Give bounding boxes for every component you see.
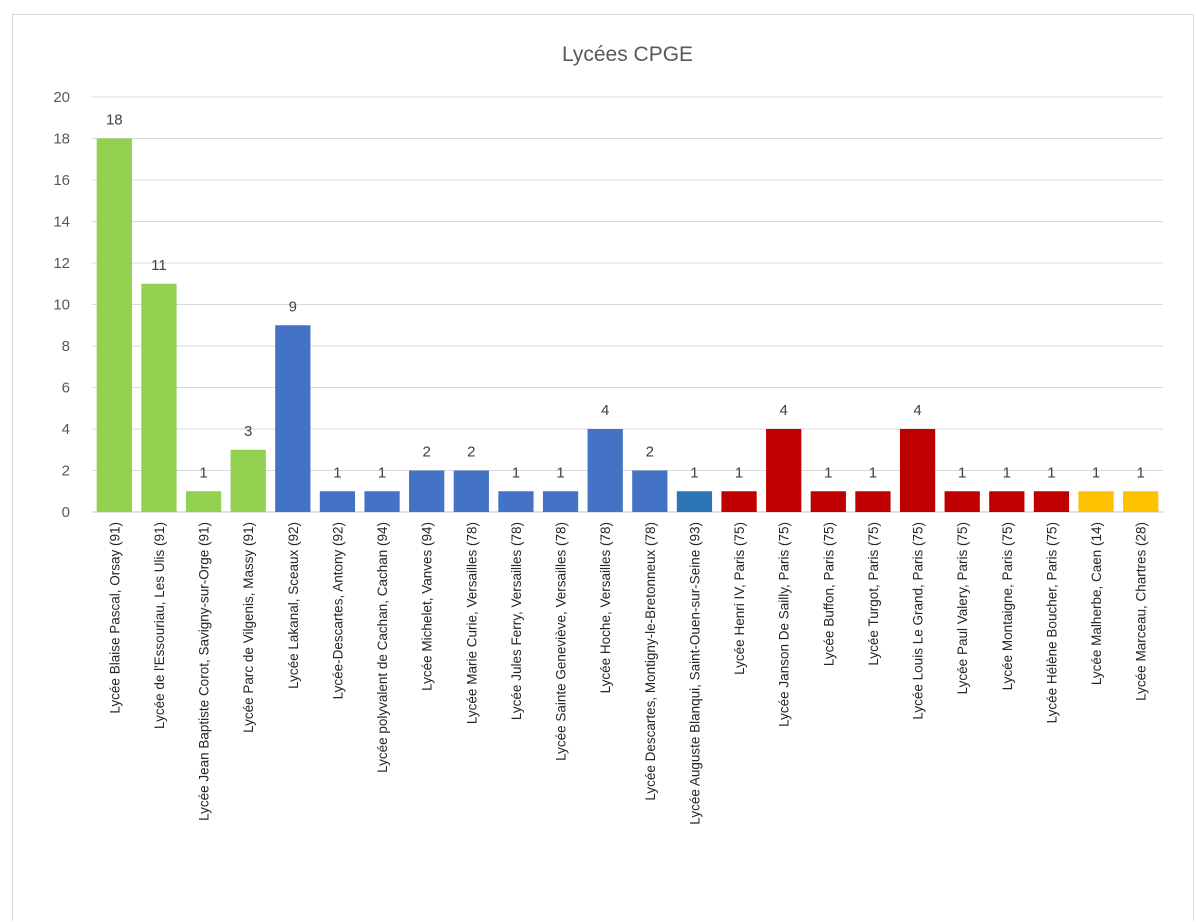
data-label: 1 [1003, 464, 1011, 481]
data-label: 1 [512, 464, 520, 481]
x-category-label: Lycée Lakanal, Sceaux (92) [286, 522, 301, 689]
y-tick-label: 0 [62, 504, 70, 521]
data-label: 4 [780, 402, 788, 419]
x-category-label: Lycée Montaigne, Paris (75) [1000, 522, 1015, 690]
bars [96, 138, 1159, 512]
chart-title: Lycées CPGE [562, 43, 693, 66]
data-label: 1 [556, 464, 564, 481]
data-label: 18 [106, 112, 123, 129]
x-category-label: Lycée Janson De Sailly, Paris (75) [777, 522, 792, 727]
data-label: 1 [378, 464, 386, 481]
data-label: 1 [1092, 464, 1100, 481]
x-category-label: Lycée Buffon, Paris (75) [821, 522, 836, 666]
bar [899, 429, 936, 512]
y-axis-tick-labels: 0 2 4 6 8 10 12 14 16 18 20 [53, 89, 70, 521]
bar [676, 491, 713, 512]
data-label: 11 [151, 257, 167, 274]
x-category-label: Lycée Turgot, Paris (75) [866, 522, 881, 666]
bar [632, 470, 668, 512]
x-category-label: Lycée Hoche, Versailles (78) [598, 522, 613, 693]
x-category-label: Lycée-Descartes, Antony (92) [330, 522, 345, 699]
x-category-label: Lycée Hélène Boucher, Paris (75) [1044, 522, 1059, 723]
data-label: 1 [199, 464, 207, 481]
data-label: 1 [735, 464, 743, 481]
bar [721, 491, 757, 512]
x-category-label: Lycée polyvalent de Cachan, Cachan (94) [375, 522, 390, 773]
bar [185, 491, 222, 512]
data-label: 2 [467, 444, 475, 461]
bar [364, 491, 400, 512]
bar [230, 449, 266, 512]
bar [1033, 491, 1070, 512]
data-label: 1 [958, 464, 966, 481]
bar [453, 470, 489, 512]
data-label: 2 [646, 444, 654, 461]
x-category-label: Lycée Henri IV, Paris (75) [732, 522, 747, 675]
data-label: 4 [601, 402, 609, 419]
data-label: 4 [913, 402, 921, 419]
y-tick-label: 10 [53, 297, 70, 314]
y-tick-label: 4 [62, 421, 70, 438]
data-label: 9 [289, 298, 297, 315]
data-label: 3 [244, 423, 252, 440]
bar [498, 491, 534, 512]
x-category-label: Lycée de l'Essouriau, Les Ulis (91) [152, 522, 167, 729]
bar [409, 470, 445, 512]
y-tick-label: 20 [53, 89, 70, 106]
x-axis-category-labels: Lycée Blaise Pascal, Orsay (91) Lycée de … [107, 522, 1148, 825]
data-label: 2 [423, 444, 431, 461]
bar [855, 491, 891, 512]
data-label: 1 [333, 464, 341, 481]
x-category-label: Lycée Jean Baptiste Corot, Savigny-sur-O… [197, 522, 212, 821]
bar [96, 138, 132, 512]
bar [944, 491, 980, 512]
y-tick-label: 6 [62, 380, 70, 397]
y-tick-label: 8 [62, 338, 70, 355]
x-category-label: Lycée Paul Valery, Paris (75) [955, 522, 970, 694]
data-label: 1 [690, 464, 698, 481]
x-category-label: Lycée Michelet, Vanves (94) [420, 522, 435, 691]
y-tick-label: 16 [53, 172, 70, 189]
x-category-label: Lycée Descartes, Montigny-le-Bretonneux … [643, 522, 658, 801]
data-label: 1 [869, 464, 877, 481]
y-tick-label: 12 [53, 255, 70, 272]
x-category-label: Lycée Louis Le Grand, Paris (75) [911, 522, 926, 720]
y-tick-label: 14 [53, 214, 70, 231]
bar [319, 491, 356, 512]
x-category-label: Lycée Sainte Geneviève, Versailles (78) [554, 522, 569, 761]
y-tick-label: 2 [62, 463, 70, 480]
x-category-label: Lycée Parc de Vilgenis, Massy (91) [241, 522, 256, 733]
x-category-label: Lycée Jules Ferry, Versailles (78) [509, 522, 524, 720]
chart-frame: Lycées CPGE 0 2 4 6 8 10 12 14 16 18 20 18 11 1 3 9 1 1 2… [12, 14, 1194, 921]
bar [275, 325, 311, 512]
bar [587, 429, 623, 512]
x-category-label: Lycée Malherbe, Caen (14) [1089, 522, 1104, 685]
x-category-label: Lycée Marie Curie, Versailles (78) [464, 522, 479, 724]
x-category-label: Lycée Blaise Pascal, Orsay (91) [107, 522, 122, 714]
x-category-label: Lycée Marceau, Chartres (28) [1134, 522, 1149, 701]
bar [766, 429, 802, 512]
bar [1078, 491, 1114, 512]
bar [141, 283, 177, 512]
y-tick-label: 18 [53, 131, 70, 148]
bar [542, 491, 579, 512]
x-category-label: Lycée Auguste Blanqui, Saint-Ouen-sur-Se… [687, 522, 702, 825]
data-label: 1 [1047, 464, 1055, 481]
data-label: 1 [824, 464, 832, 481]
gridlines [92, 96, 1163, 513]
bar [1123, 491, 1159, 512]
data-label: 1 [1137, 464, 1145, 481]
bar [810, 491, 846, 512]
bar [989, 491, 1025, 512]
